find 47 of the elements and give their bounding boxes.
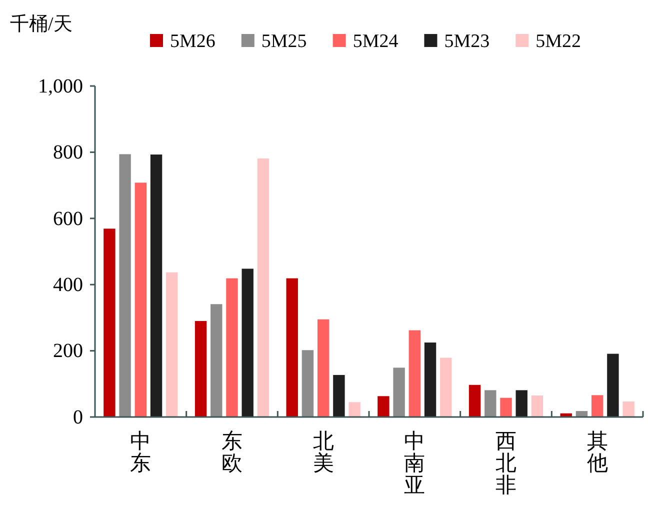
bar (333, 374, 345, 417)
legend-label: 5M23 (444, 31, 490, 52)
bar (210, 304, 222, 417)
y-axis-title: 千桶/天 (10, 14, 72, 35)
bar (194, 321, 207, 417)
y-tick-label: 600 (53, 208, 83, 230)
bar (166, 272, 178, 417)
bar (119, 154, 131, 417)
bar (516, 390, 528, 417)
bar (317, 319, 330, 417)
bar (393, 368, 405, 417)
legend-label: 5M26 (170, 31, 216, 52)
legend-label: 5M25 (261, 31, 307, 52)
bar (257, 158, 270, 417)
bar (150, 154, 162, 417)
bar (591, 395, 604, 417)
x-tick-label: 西北非 (496, 429, 516, 498)
y-tick-label: 0 (73, 406, 83, 428)
y-tick-label: 800 (53, 142, 83, 164)
bar (440, 358, 452, 417)
x-tick-label: 其他 (586, 429, 608, 476)
bar (408, 330, 421, 417)
y-tick-label: 200 (53, 340, 83, 362)
bar (424, 342, 436, 417)
legend-label: 5M22 (536, 31, 582, 52)
bar (622, 401, 634, 417)
bar (226, 278, 238, 417)
bar (607, 354, 619, 417)
bar (348, 402, 360, 417)
y-tick-label: 1,000 (38, 75, 83, 98)
bar (302, 350, 314, 417)
bar (242, 268, 254, 417)
x-tick-label: 北美 (312, 429, 334, 476)
x-tick-label: 中东 (130, 429, 152, 476)
bar (484, 390, 496, 417)
legend-label: 5M24 (352, 31, 399, 52)
bar (134, 182, 147, 417)
y-tick-label: 400 (53, 274, 83, 296)
bar (104, 228, 116, 417)
x-tick-label: 东欧 (222, 429, 242, 476)
bar (531, 395, 544, 417)
bar (576, 411, 588, 417)
bar (500, 398, 512, 417)
x-tick-label: 中南亚 (404, 429, 426, 498)
bar (468, 384, 481, 417)
bar (378, 396, 390, 417)
bar (286, 278, 298, 417)
